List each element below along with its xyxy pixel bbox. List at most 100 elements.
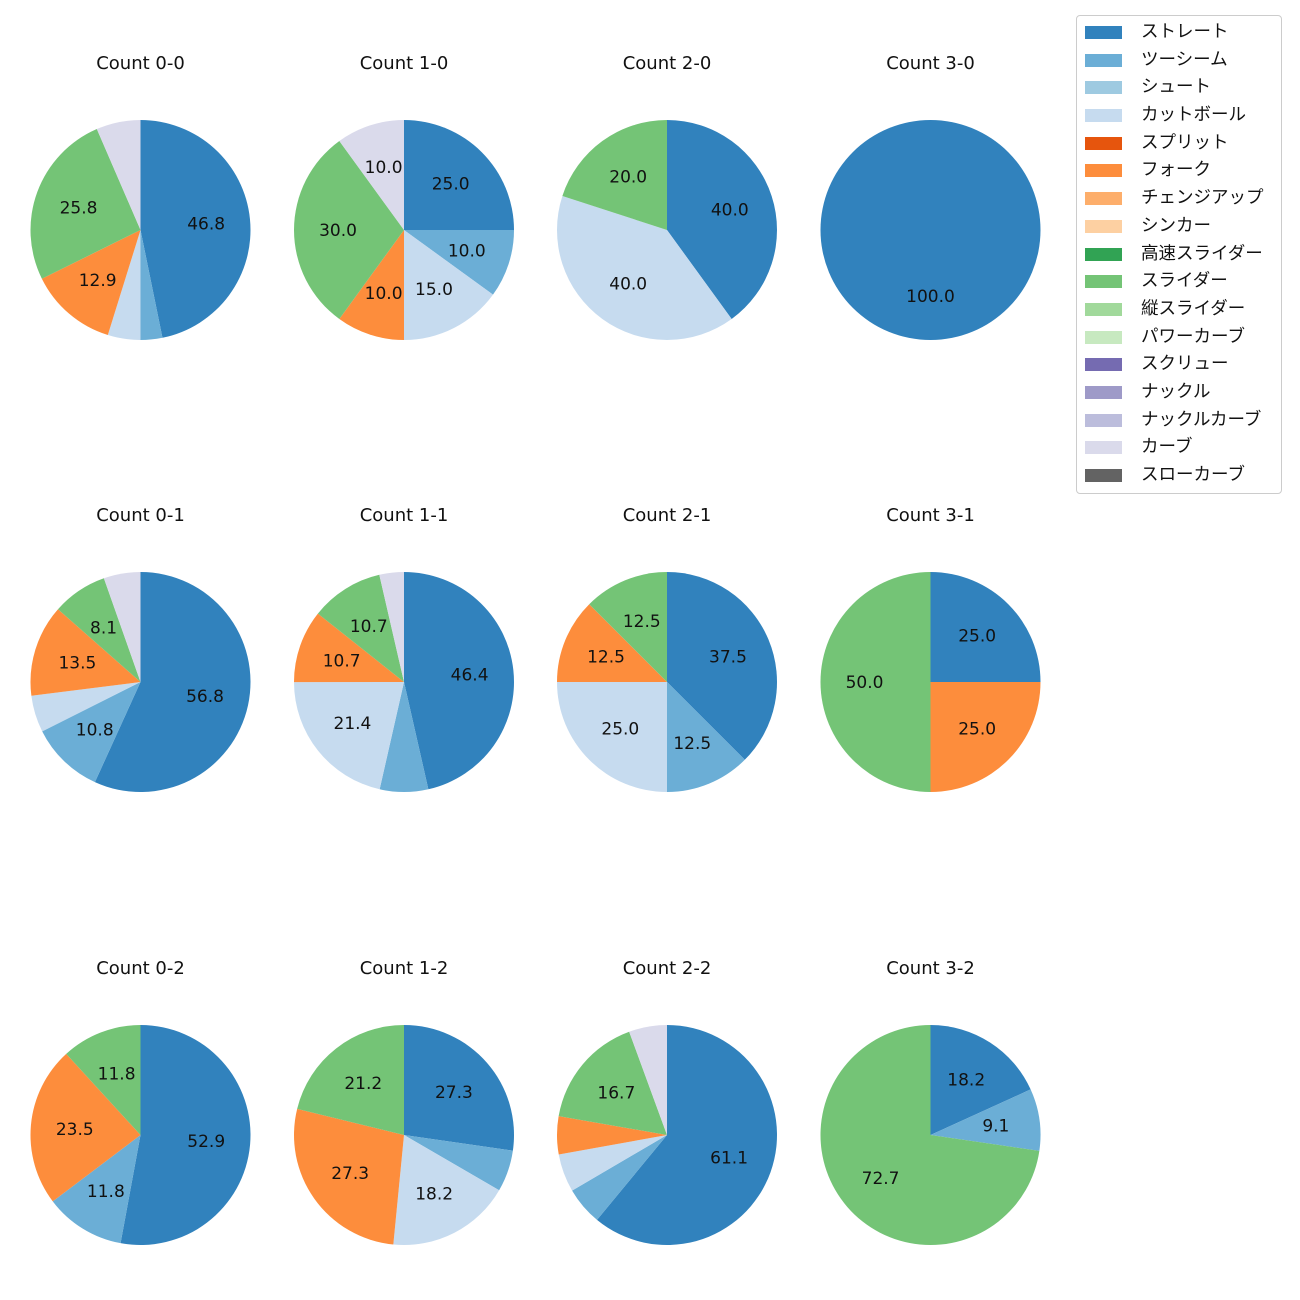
slice-label: 8.1: [90, 618, 117, 638]
legend-item: スライダー: [1077, 267, 1281, 295]
slice-label: 12.9: [79, 271, 117, 291]
pie-slice: [379, 682, 429, 792]
slice-label: 15.0: [415, 280, 453, 300]
legend-item: シュート: [1077, 73, 1281, 101]
legend-label: スローカーブ: [1141, 465, 1245, 485]
pie-title: Count 0-2: [96, 958, 185, 979]
pie-title: Count 2-1: [623, 505, 712, 526]
pie-count-3-1: Count 3-1 25.0 25.0 50.0: [820, 505, 1041, 792]
legend-swatch: [1085, 385, 1122, 399]
legend-swatch: [1085, 469, 1122, 482]
pie-slice: [557, 1116, 667, 1155]
slice-label: 25.0: [958, 626, 996, 646]
legend-swatch: [1085, 164, 1122, 178]
pie-slice: [930, 1089, 1041, 1151]
legend-label: スプリット: [1141, 132, 1229, 153]
pie-slice: [557, 196, 732, 341]
pie-slice: [558, 1135, 667, 1191]
legend-label: 高速スライダー: [1141, 243, 1263, 264]
slice-label: 100.0: [906, 287, 955, 307]
legend-item: シンカー: [1077, 212, 1281, 240]
pie-slice: [589, 572, 667, 682]
slice-label: 10.7: [323, 651, 361, 671]
slice-label: 13.5: [58, 654, 96, 674]
pie-slice: [379, 572, 404, 682]
pie-slice: [42, 682, 141, 783]
pie-title: Count 2-2: [623, 958, 712, 979]
legend-item: ナックルカーブ: [1077, 406, 1281, 434]
pie-slice: [930, 682, 1041, 792]
slice-label: 12.5: [587, 648, 625, 668]
pie-count-2-2: Count 2-2 61.1 16.7: [557, 958, 777, 1246]
legend-swatch: [1085, 302, 1122, 316]
pie-slice: [930, 572, 1041, 682]
legend-label: フォーク: [1141, 160, 1211, 181]
slice-label: 23.5: [56, 1120, 94, 1140]
pie-slice: [404, 572, 514, 790]
pie-title: Count 1-2: [360, 958, 449, 979]
pie-title: Count 1-0: [360, 53, 449, 74]
slice-label: 72.7: [862, 1169, 900, 1189]
legend-label: 縦スライダー: [1141, 298, 1246, 319]
pie-slice: [404, 1025, 514, 1151]
pie-count-1-1: Count 1-1 46.4 21.4 10.7 10.7: [294, 505, 514, 792]
slice-label: 10.0: [448, 241, 486, 261]
pie-slice: [820, 1025, 1040, 1245]
slice-label: 40.0: [711, 201, 749, 221]
pie-slice: [30, 1053, 141, 1202]
legend-swatch: [1085, 192, 1122, 206]
legend-label: スクリュー: [1141, 354, 1229, 375]
slice-label: 40.0: [609, 274, 647, 294]
pie-slice: [140, 120, 251, 338]
pie-title: Count 3-1: [886, 505, 975, 526]
legend-swatch: [1085, 330, 1122, 344]
pie-slice: [103, 572, 141, 682]
pie-slice: [557, 604, 667, 682]
legend-swatch: [1085, 358, 1122, 372]
pie-slice: [404, 230, 514, 295]
pie-slice: [30, 609, 141, 696]
pie-slice: [820, 572, 931, 792]
pie-count-2-1: Count 2-1 37.5 12.5 25.0 12.5 12.5: [557, 505, 777, 792]
slice-label: 10.8: [76, 721, 114, 741]
slice-label: 25.0: [432, 174, 470, 194]
pie-slice: [294, 682, 404, 790]
pie-title: Count 3-2: [886, 958, 975, 979]
pie-slice: [930, 1025, 1031, 1135]
legend-item: フォーク: [1077, 156, 1281, 184]
pie-slice: [140, 230, 163, 340]
pie-slice: [558, 1031, 667, 1135]
slice-label: 12.5: [623, 612, 661, 632]
legend-label: ストレート: [1141, 22, 1229, 42]
pie-title: Count 1-1: [360, 505, 449, 526]
pie-slice: [820, 120, 1041, 340]
pie-slice: [297, 1025, 404, 1135]
pie-slice: [404, 1135, 513, 1191]
legend-swatch: [1085, 413, 1122, 427]
pie-slice: [667, 572, 777, 760]
legend-label: パワーカーブ: [1141, 326, 1245, 347]
pie-count-0-0: Count 0-0 46.8 12.9 25.8: [30, 53, 251, 340]
pie-slice: [294, 613, 404, 683]
pie-title: Count 2-0: [623, 53, 712, 74]
pie-count-2-0: Count 2-0 40.0 40.0 20.0: [557, 53, 777, 341]
slice-label: 46.4: [451, 666, 489, 686]
slice-label: 10.7: [350, 617, 388, 637]
slice-label: 46.8: [187, 214, 225, 234]
legend-swatch: [1085, 247, 1122, 261]
legend-item: スプリット: [1077, 129, 1281, 157]
pie-slice: [107, 230, 141, 340]
pie-slice: [94, 572, 251, 792]
pie-title: Count 0-0: [96, 53, 185, 74]
pie-title: Count 3-0: [886, 53, 975, 74]
pie-slice: [294, 141, 404, 319]
slice-label: 50.0: [846, 673, 884, 693]
legend-item: パワーカーブ: [1077, 323, 1281, 351]
legend-label: カットボール: [1141, 105, 1246, 126]
legend-swatch: [1085, 441, 1122, 455]
legend-swatch: [1085, 26, 1122, 39]
slice-label: 27.3: [435, 1083, 473, 1103]
pie-slice: [41, 230, 141, 336]
legend-item: スローカーブ: [1077, 461, 1281, 489]
